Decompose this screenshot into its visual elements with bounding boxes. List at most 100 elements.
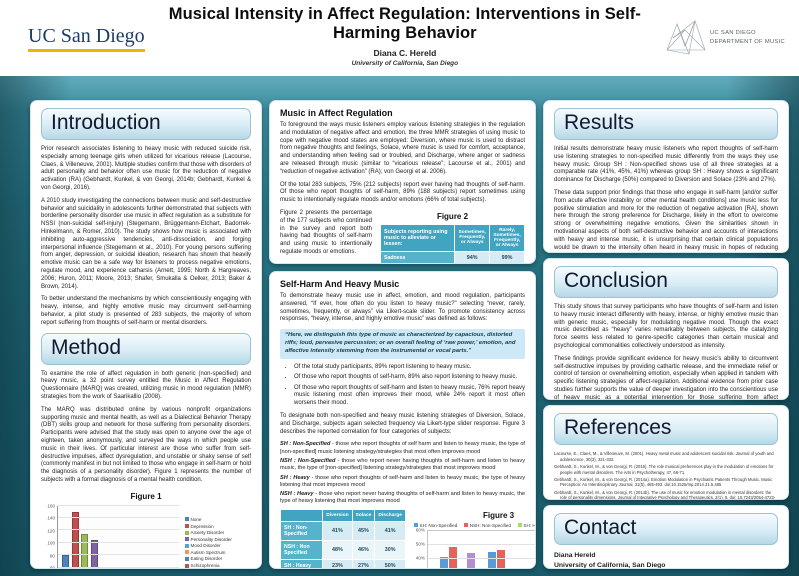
legend-label: Autism Spectrum: [190, 549, 226, 555]
definition-line: NSH : Non-Specified - those who report n…: [280, 458, 525, 472]
bullet-item: Of those who report thoughts of self-har…: [294, 374, 525, 382]
left-panel: Introduction Prior research associates l…: [30, 100, 262, 569]
contact-line: Diana Hereld: [554, 552, 596, 559]
figure1-bar: [62, 555, 70, 568]
figure1-y-tick: 120: [47, 528, 55, 534]
legend-swatch: [185, 543, 189, 548]
strategy-row: SH : Heavy 23% 27% 50%: [281, 559, 405, 568]
legend-label: NSH: Non-Specified: [469, 522, 511, 528]
legend-label: None: [190, 516, 202, 522]
figure1-y-tick: 100: [47, 540, 55, 546]
strategy-value: 41%: [375, 521, 405, 540]
introduction-text: Prior research associates listening to h…: [41, 146, 251, 333]
legend-label: Mood Disorder: [190, 543, 221, 549]
figure1-legend-item: Schizophrenia: [185, 563, 251, 568]
legend-swatch: [185, 550, 189, 555]
strategy-value: 41%: [323, 521, 352, 540]
figure1-gridline: [58, 566, 179, 568]
figure2-row-label: Sadness: [381, 251, 455, 263]
figure1-gridline: [58, 541, 179, 543]
reference-item: Gebhardt, S., Kunkel, M., & von Georgi, …: [554, 476, 773, 488]
affect-paragraph: Of the total 283 subjects, 75% (212 subj…: [280, 181, 525, 204]
strategy-row-label: NSH : Non Specified: [281, 540, 323, 559]
figure1-legend: None Depression Anxiety Disorder Personalit…: [179, 506, 251, 568]
figure3-y-tick: 50%: [415, 541, 425, 547]
method-paragraph: The MARQ was distributed online by vario…: [41, 406, 251, 483]
figure1-bar: [71, 511, 79, 568]
figure3-legend: SH: Non-Specified NSH: Non-Specified SH: H…: [414, 522, 536, 528]
contact-panel: Contact Diana Hereld University of Califo…: [543, 505, 789, 569]
legend-label: Eating Disorder: [190, 556, 223, 562]
affect-regulation-heading: Music in Affect Regulation: [280, 108, 393, 118]
self-harm-bullets: Of the total study participants, 89% rep…: [294, 364, 525, 408]
strategy-value: 23%: [323, 559, 352, 568]
strategy-table: Diversion Solace Discharge SH : Non-Specifi…: [280, 509, 406, 568]
figure1-gridline: [58, 554, 179, 556]
legend-swatch: [414, 523, 418, 528]
self-harm-heading: Self-Harm And Heavy Music: [280, 279, 400, 289]
figure3-legend-item: NSH: Non-Specified: [464, 523, 511, 528]
figure3-plot-area: [427, 529, 535, 568]
strategy-table-block: Diversion Solace Discharge SH : Non-Specifi…: [280, 509, 406, 568]
figure2-table: Subjects reporting using music to allevi…: [380, 224, 525, 263]
intro-paragraph: A 2010 study investigating the connectio…: [41, 197, 251, 290]
poster-title: Musical Intensity in Affect Regulation: …: [168, 5, 641, 42]
results-text: Initial results demonstrate heavy music …: [554, 146, 778, 252]
bullet-item: Of the total study participants, 89% rep…: [294, 364, 525, 372]
figure3-bar: [466, 553, 475, 568]
definition-term: SH : Non-Specified: [280, 441, 331, 448]
figure1-bar: [81, 533, 89, 568]
legend-label: Depression: [190, 523, 214, 529]
method-paragraph: To examine the role of affect regulation…: [41, 370, 251, 400]
strategy-col-header: Discharge: [375, 509, 405, 521]
references-panel: References Lacourse, E., Claes, M., & Vi…: [543, 405, 789, 500]
results-paragraph: Initial results demonstrate heavy music …: [554, 146, 778, 184]
strategy-value: 50%: [375, 559, 405, 568]
figure1-gridline: [58, 504, 179, 506]
figure1-legend-item: Mood Disorder: [185, 543, 251, 548]
legend-label: Personality Disorder: [190, 536, 232, 542]
geometric-mesh-icon: [666, 20, 706, 55]
results-heading: Results: [554, 108, 778, 140]
strategy-row: SH : Non-Specified 41% 45% 41%: [281, 521, 405, 540]
figure2-caption: Figure 2: [436, 211, 469, 221]
strategy-col-header: Solace: [352, 509, 375, 521]
figure1-bar: [148, 567, 156, 568]
figure1-legend-item: Autism Spectrum: [185, 550, 251, 555]
poster-columns: Introduction Prior research associates l…: [30, 100, 789, 569]
method-text: To examine the role of affect regulation…: [41, 371, 251, 490]
designate-paragraph: To designate both non-specified and heav…: [280, 413, 525, 435]
contact-heading: Contact: [554, 513, 778, 545]
ucsd-logo: UC San Diego: [28, 25, 145, 52]
figure3-y-tick: 60%: [415, 527, 425, 533]
definition-line: NSH : Heavy - those who report never hav…: [280, 491, 526, 505]
title-block: Musical Intensity in Affect Regulation: …: [145, 5, 665, 67]
figure1-legend-item: Depression: [185, 524, 251, 529]
figure1-legend-item: Eating Disorder: [185, 556, 251, 561]
legend-swatch: [464, 523, 469, 528]
conclusion-paragraph: These findings provide significant evide…: [554, 355, 778, 400]
poster-affiliation: University of California, San Diego: [351, 60, 459, 67]
affect-paragraph: To foreground the ways music listeners e…: [280, 122, 525, 175]
results-panel: Results Initial results demonstrate heav…: [543, 100, 789, 253]
figure3-y-tick: 40%: [415, 555, 425, 561]
legend-swatch: [185, 517, 189, 522]
figure1-legend-item: None: [185, 517, 251, 522]
legend-swatch: [185, 524, 189, 529]
figure1-y-axis: 020406080100120140160: [41, 503, 57, 568]
figure1-caption: Figure 1: [130, 491, 162, 501]
legend-label: SH: Heavy: [523, 522, 536, 528]
introduction-heading: Introduction: [41, 108, 251, 140]
figure2-value: 99%: [490, 251, 524, 263]
group-definitions: SH : Non-Specified - those who report th…: [280, 441, 525, 505]
definition-line: SH : Heavy - those who report thoughts o…: [280, 474, 525, 488]
figure2-col-header: Rarely, Sometimes, Frequently, or Always: [490, 224, 524, 251]
legend-swatch: [517, 523, 522, 528]
legend-swatch: [185, 563, 189, 568]
figure3-chart: 0%10%20%30%40%50%60%: [414, 527, 535, 568]
figure3-bar-group: [487, 531, 523, 568]
poster-author: Diana C. Hereld: [373, 48, 437, 58]
figure3-gridline: [428, 557, 535, 559]
strategy-value: 48%: [323, 540, 352, 559]
references-heading: References: [554, 413, 778, 445]
